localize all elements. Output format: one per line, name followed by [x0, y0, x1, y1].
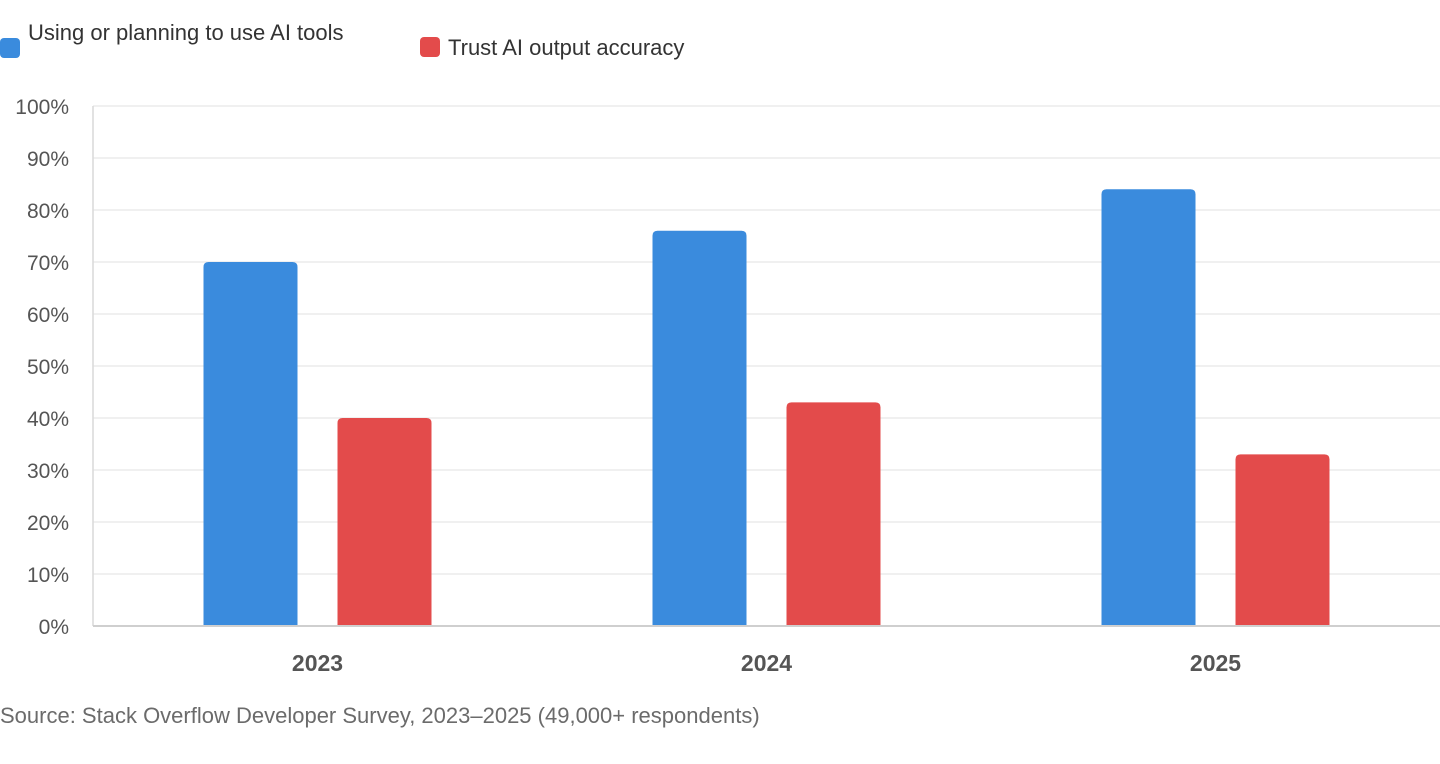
- legend-label-trust: Trust AI output accuracy: [448, 35, 685, 60]
- bar-2024-series-0[interactable]: [652, 230, 747, 627]
- bar-2023-series-1[interactable]: [337, 418, 432, 626]
- bar-2024-series-1[interactable]: [786, 402, 881, 626]
- y-tick-label: 70%: [27, 252, 69, 275]
- y-tick-label: 20%: [27, 512, 69, 535]
- legend-item-usage[interactable]: Using or planning to use AI tools: [0, 18, 360, 58]
- x-tick-label: 2024: [741, 650, 792, 676]
- y-tick-label: 30%: [27, 460, 69, 483]
- bar-2023-series-0[interactable]: [203, 262, 298, 626]
- bar-chart: 0% 10% 20% 30% 40% 50% 60% 70% 80% 90% 100% 2023 202…: [15, 96, 1440, 676]
- y-tick-label: 10%: [27, 564, 69, 587]
- legend-label-usage: Using or planning to use AI tools: [28, 20, 344, 45]
- y-tick-label: 50%: [27, 356, 69, 379]
- y-tick-label: 60%: [27, 304, 69, 327]
- y-tick-label: 0%: [39, 616, 69, 639]
- y-tick-label: 100%: [15, 96, 69, 119]
- legend-swatch-usage: [0, 38, 20, 58]
- legend-swatch-trust: [420, 37, 440, 57]
- bar-2025-series-1[interactable]: [1235, 454, 1330, 626]
- y-tick-label: 40%: [27, 408, 69, 431]
- axes: 0% 10% 20% 30% 40% 50% 60% 70% 80% 90% 100% 2023 202…: [15, 96, 1440, 676]
- y-tick-label: 90%: [27, 148, 69, 171]
- x-tick-label: 2023: [292, 650, 343, 676]
- x-tick-label: 2025: [1190, 650, 1241, 676]
- legend-item-trust[interactable]: Trust AI output accuracy: [420, 33, 840, 63]
- chart-legend: Using or planning to use AI tools Trust …: [0, 18, 900, 80]
- source-note: Source: Stack Overflow Developer Survey,…: [0, 703, 760, 728]
- y-tick-label: 80%: [27, 200, 69, 223]
- bar-2025-series-0[interactable]: [1101, 189, 1196, 626]
- bars: [203, 189, 1330, 627]
